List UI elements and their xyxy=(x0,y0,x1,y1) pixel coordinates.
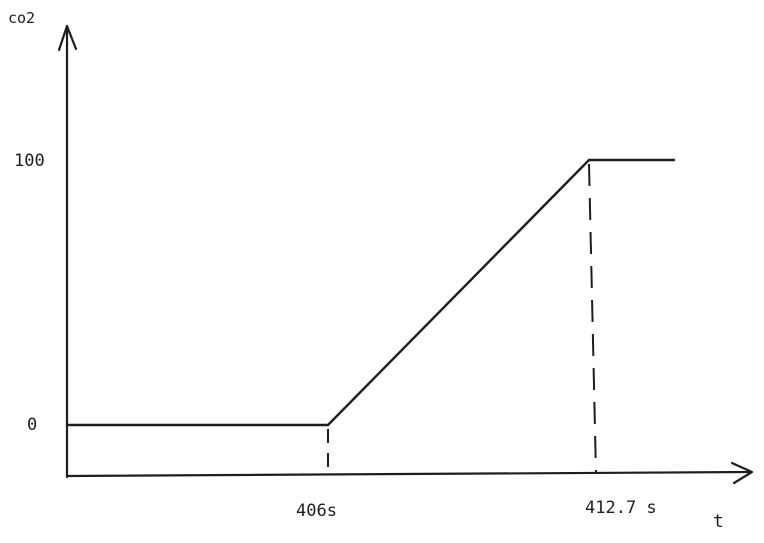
series-group xyxy=(65,158,676,427)
drop-line-412-7 xyxy=(588,163,597,475)
x-axis xyxy=(65,470,752,478)
x-tick-label-412-7: 412.7 s xyxy=(585,498,657,518)
y-tick-label-100: 100 xyxy=(14,151,45,171)
x-tick-label-406: 406s xyxy=(296,501,337,521)
y-axis-arrowhead xyxy=(57,24,78,52)
x-axis-label: t xyxy=(713,511,724,532)
y-axis-label: co2 xyxy=(8,9,35,27)
series-segment-1 xyxy=(326,158,591,427)
y-tick-label-0: 0 xyxy=(27,415,37,435)
x-axis-arrowhead xyxy=(730,461,754,485)
drop-lines xyxy=(327,163,597,475)
